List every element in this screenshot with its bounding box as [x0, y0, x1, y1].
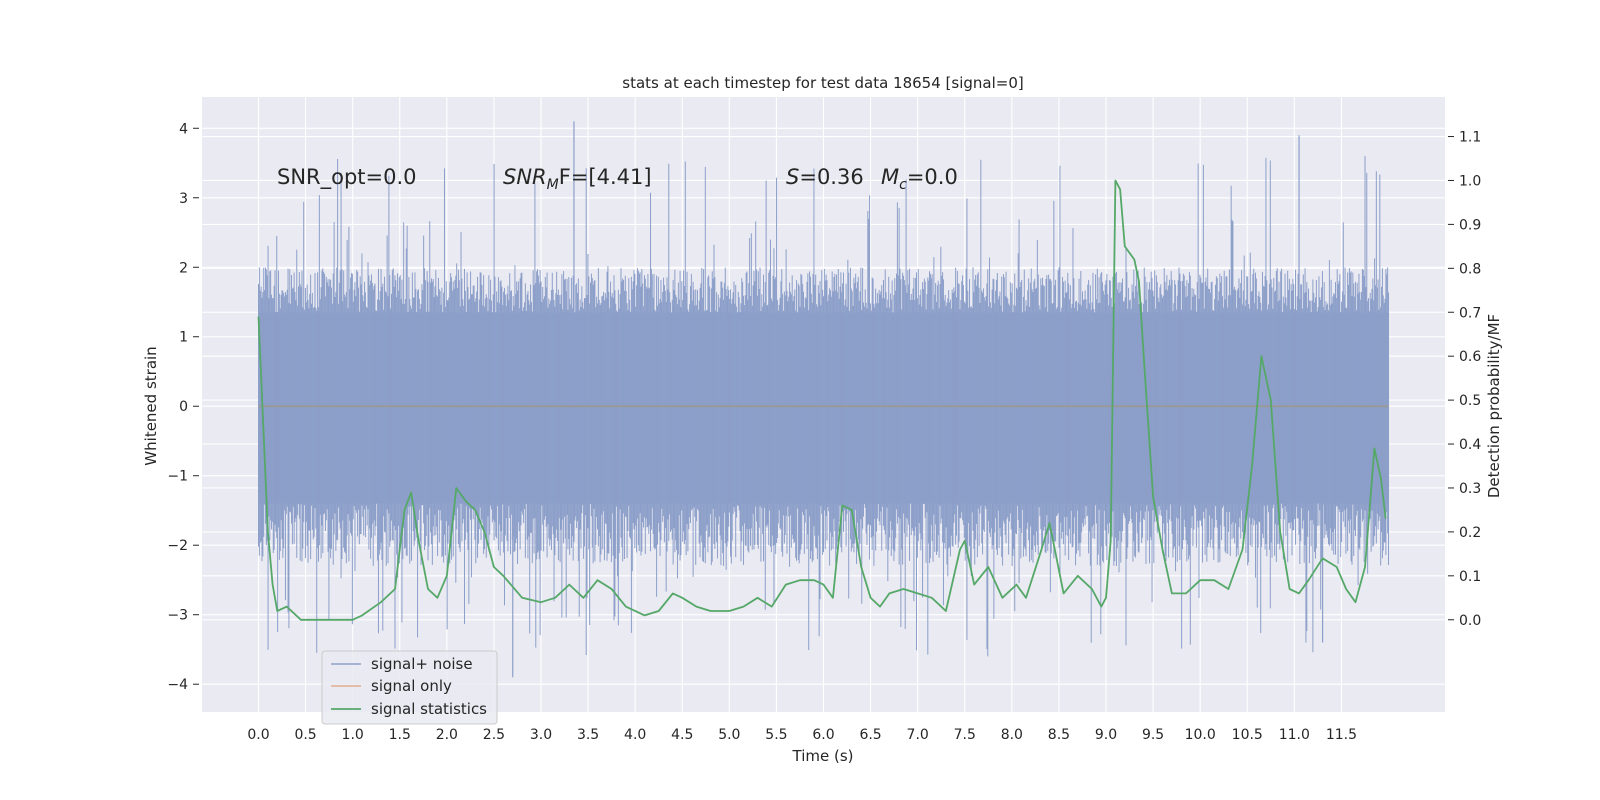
y2-tick-label: 0.4	[1459, 437, 1481, 453]
x-tick-label: 2.5	[483, 727, 505, 743]
x-tick-label: 7.0	[907, 727, 929, 743]
y2-tick-label: 0.2	[1459, 525, 1481, 541]
y-axis-label: Whitened strain	[142, 346, 160, 465]
legend-label-signal: signal only	[371, 677, 452, 695]
y-tick-label: 2	[179, 260, 188, 276]
signal-statistics-series	[257, 179, 1387, 621]
y2-tick-label: 0.9	[1459, 217, 1481, 233]
noise-series	[258, 121, 1389, 678]
y2-tick-label: 0.7	[1459, 305, 1481, 321]
x-tick-label: 7.5	[954, 727, 976, 743]
annotation-s: S=0.36	[786, 165, 864, 189]
x-tick-label: 2.0	[436, 727, 458, 743]
tick-labels: 0.0 0.5 1.0 1.5 2.0 2.5 3.0 3.5 4.0 4.5 5.0 5.5 6.0 6…	[167, 121, 1481, 743]
y2-tick-label: 1.1	[1459, 130, 1481, 146]
annotation-snr-mf-tail: F=[4.41]	[559, 165, 652, 189]
signal-statistics-line	[257, 179, 1387, 621]
x-tick-label: 6.5	[859, 727, 881, 743]
annotation-snr-mf-main: SNR	[503, 165, 547, 189]
legend: signal+ noise signal only signal statist…	[321, 650, 498, 725]
y2-tick-label: 0.5	[1459, 393, 1481, 409]
x-tick-label: 11.0	[1279, 727, 1310, 743]
y-tick-label: 3	[179, 191, 188, 207]
annotation-snr-mf: SNRMF=[4.41]	[503, 165, 652, 193]
y-tick-label: −2	[167, 538, 188, 554]
y2-tick-label: 0.3	[1459, 481, 1481, 497]
chart-title: stats at each timestep for test data 186…	[622, 74, 1023, 92]
x-tick-label: 10.5	[1232, 727, 1263, 743]
x-tick-label: 6.0	[812, 727, 834, 743]
x-tick-label: 5.5	[765, 727, 787, 743]
x-tick-label: 11.5	[1326, 727, 1357, 743]
x-tick-label: 0.0	[247, 727, 269, 743]
x-axis-label: Time (s)	[792, 747, 854, 765]
x-tick-label: 10.0	[1185, 727, 1216, 743]
y2-tick-label: 0.6	[1459, 349, 1481, 365]
x-tick-label: 8.5	[1048, 727, 1070, 743]
x-tick-label: 4.0	[624, 727, 646, 743]
legend-label-noise: signal+ noise	[371, 655, 473, 673]
annotation-snr-opt: SNR_opt=0.0	[277, 165, 417, 190]
annotations: SNR_opt=0.0 SNRMF=[4.41] S=0.36 Mc=0.0	[277, 165, 958, 193]
y-tick-label: −4	[167, 677, 188, 693]
annotation-mc-main: M	[881, 165, 899, 189]
x-tick-label: 5.0	[718, 727, 740, 743]
x-tick-label: 1.5	[389, 727, 411, 743]
annotation-snr-mf-sub: M	[547, 177, 559, 193]
x-tick-label: 1.0	[342, 727, 364, 743]
y2-tick-label: 0.1	[1459, 569, 1481, 585]
y2-tick-label: 0.8	[1459, 261, 1481, 277]
annotation-mc: Mc=0.0	[881, 165, 958, 193]
annotation-mc-value: =0.0	[907, 165, 958, 189]
y-tick-label: −1	[167, 469, 188, 485]
legend-label-statistics: signal statistics	[371, 700, 487, 718]
x-tick-label: 9.5	[1142, 727, 1164, 743]
y-tick-label: 4	[179, 121, 188, 137]
annotation-s-value: =0.36	[799, 165, 863, 189]
x-tick-label: 0.5	[294, 727, 316, 743]
x-tick-label: 9.0	[1095, 727, 1117, 743]
legend-box	[321, 650, 498, 725]
annotation-s-label: S	[786, 165, 799, 189]
y-tick-label: 0	[179, 399, 188, 415]
y-tick-label: −3	[167, 608, 188, 624]
x-tick-label: 4.5	[671, 727, 693, 743]
y-tick-label: 1	[179, 330, 188, 346]
x-tick-label: 3.0	[530, 727, 552, 743]
x-tick-label: 8.0	[1001, 727, 1023, 743]
y2-tick-label: 0.0	[1459, 613, 1481, 629]
y2-axis-label: Detection probability/MF	[1485, 314, 1503, 498]
x-tick-label: 3.5	[577, 727, 599, 743]
annotation-mc-sub: c	[899, 177, 907, 193]
y2-tick-label: 1.0	[1459, 173, 1481, 189]
